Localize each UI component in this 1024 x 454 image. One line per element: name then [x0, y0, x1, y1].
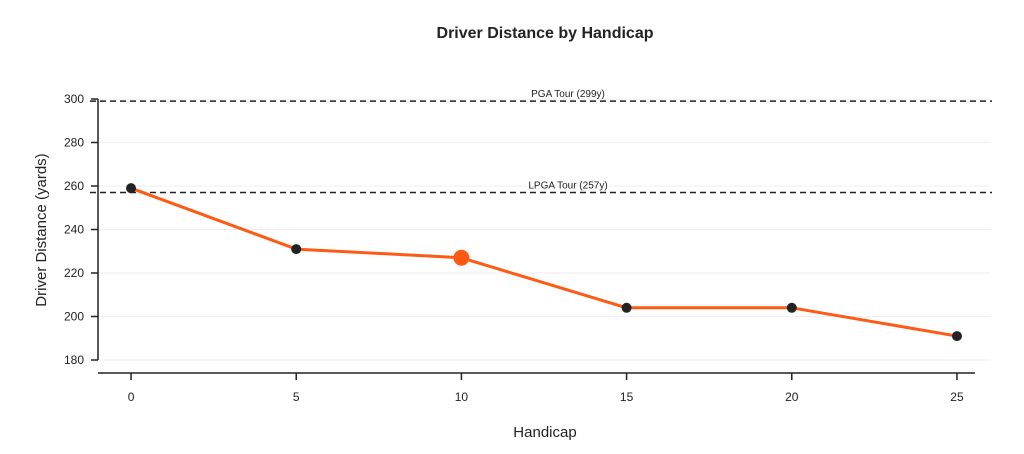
- y-tick-label-280: 280: [64, 136, 84, 150]
- reference-line-label-1: LPGA Tour (257y): [528, 181, 607, 192]
- grid: [98, 98, 990, 361]
- data-point-20: [786, 302, 797, 313]
- reference-line-label-0: PGA Tour (299y): [531, 89, 605, 100]
- x-tick-label-25: 25: [950, 390, 964, 404]
- series-line-0: [130, 186, 958, 338]
- x-tick-label-5: 5: [293, 390, 300, 404]
- x-axis-label: Handicap: [513, 424, 576, 441]
- data-point-15: [621, 302, 632, 313]
- y-tick-label-240: 240: [64, 223, 84, 237]
- chart-title: Driver Distance by Handicap: [437, 25, 654, 42]
- y-tick-label-300: 300: [64, 92, 84, 106]
- x-tick-label-0: 0: [128, 390, 135, 404]
- y-axis-label: Driver Distance (yards): [33, 153, 50, 306]
- y-tick-label-220: 220: [64, 266, 84, 280]
- y-tick-label-260: 260: [64, 179, 84, 193]
- data-point-25: [951, 331, 962, 342]
- y-tick-label-200: 200: [64, 310, 84, 324]
- reference-lines: PGA Tour (299y) LPGA Tour (257y): [90, 89, 992, 194]
- axes: 180 200 220 240 260 280 300 0 5 10 15 20 25: [64, 92, 975, 404]
- data-point-0: [126, 183, 137, 194]
- series: [126, 183, 962, 342]
- x-tick-label-15: 15: [620, 390, 634, 404]
- data-point-10: [453, 249, 470, 266]
- y-tick-label-180: 180: [64, 353, 84, 367]
- x-tick-label-20: 20: [785, 390, 799, 404]
- data-point-5: [291, 244, 302, 255]
- x-tick-label-10: 10: [455, 390, 469, 404]
